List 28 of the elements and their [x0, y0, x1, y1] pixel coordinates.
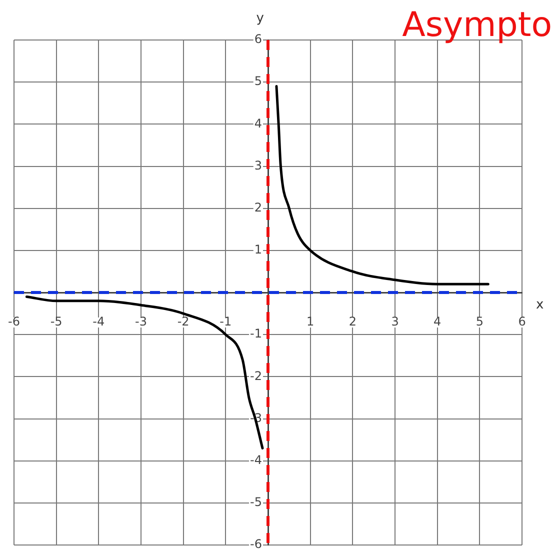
x-tick-label: 2	[348, 314, 356, 329]
line-series	[275, 85, 490, 286]
y-tick-label: 3	[254, 158, 262, 172]
x-tick-label: 1	[306, 314, 314, 329]
y-tick-label: -6	[250, 537, 262, 551]
x-axis-title: x	[536, 298, 544, 312]
y-tick-label: -5	[250, 495, 262, 510]
x-tick-label: -1	[220, 314, 232, 329]
line-series	[25, 295, 264, 450]
x-tick-label: 5	[476, 314, 484, 329]
y-tick-label: -4	[250, 452, 262, 467]
x-tick-label: -3	[135, 314, 147, 329]
annotation: Asympto	[402, 5, 552, 45]
y-tick-label: -1	[250, 326, 262, 341]
x-tick-label: 3	[391, 314, 399, 329]
y-tick-label: 4	[254, 116, 262, 130]
y-tick-label: 2	[254, 200, 262, 214]
y-axis-title: y	[256, 11, 264, 26]
y-tick-label: 5	[254, 74, 262, 88]
y-tick-label: -2	[250, 368, 262, 383]
x-tick-label: -2	[177, 314, 190, 329]
x-tick-label: -6	[8, 314, 20, 329]
x-tick-label: 6	[518, 314, 526, 329]
x-tick-label: -5	[50, 314, 62, 329]
y-tick-label: 6	[254, 32, 262, 46]
x-tick-label: -4	[92, 314, 105, 329]
y-tick-label: 1	[254, 242, 262, 257]
x-tick-label: 4	[434, 314, 442, 329]
